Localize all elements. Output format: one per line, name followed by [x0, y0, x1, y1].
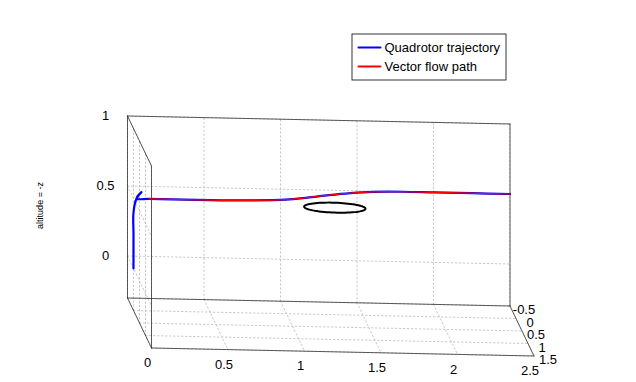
svg-text:0.5: 0.5 — [527, 327, 545, 343]
svg-text:0.5: 0.5 — [96, 178, 114, 193]
svg-text:0.5: 0.5 — [215, 357, 233, 372]
svg-text:0: 0 — [102, 248, 109, 263]
svg-text:1: 1 — [538, 339, 546, 355]
svg-text:1: 1 — [102, 108, 109, 123]
svg-text:2: 2 — [450, 362, 457, 377]
svg-text:2.5: 2.5 — [521, 363, 539, 378]
svg-text:altitude = -z: altitude = -z — [35, 182, 45, 229]
svg-text:1.5: 1.5 — [539, 352, 557, 367]
svg-text:0: 0 — [526, 314, 534, 330]
svg-text:0: 0 — [144, 355, 151, 370]
svg-text:Vector flow path: Vector flow path — [385, 59, 478, 74]
svg-text:1.5: 1.5 — [368, 360, 386, 375]
svg-text:Quadrotor trajectory: Quadrotor trajectory — [385, 40, 501, 55]
svg-text:-0.5: -0.5 — [512, 302, 536, 318]
svg-text:1: 1 — [297, 358, 304, 373]
